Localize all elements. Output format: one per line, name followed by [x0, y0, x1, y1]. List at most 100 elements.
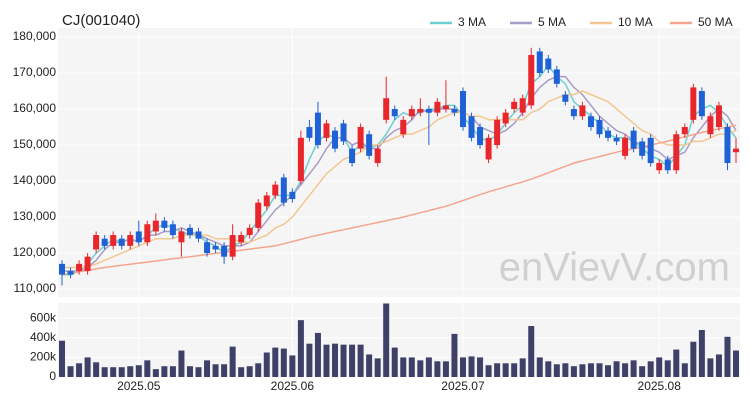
volume-bar: [238, 367, 245, 377]
candle-body: [570, 109, 577, 117]
legend-label: 50 MA: [698, 15, 733, 29]
volume-bar: [144, 360, 151, 377]
volume-bar: [511, 363, 518, 377]
candle-body: [707, 116, 714, 135]
volume-tick-label: 400k: [30, 330, 57, 344]
volume-bar: [733, 350, 739, 377]
volume-bar: [127, 366, 134, 377]
volume-bar: [67, 366, 74, 377]
candle-body: [434, 101, 441, 113]
volume-bar: [93, 362, 100, 377]
candle-body: [425, 109, 432, 113]
candle-body: [169, 224, 176, 236]
volume-bar: [562, 363, 569, 377]
candle-body: [519, 98, 526, 113]
volume-panel: [58, 303, 740, 377]
candle-body: [76, 263, 83, 272]
volume-bar: [297, 320, 304, 377]
candle-body: [553, 69, 560, 84]
volume-bar: [528, 326, 535, 377]
candle-body: [647, 137, 654, 164]
chart-title: CJ(001040): [62, 12, 140, 29]
volume-bar: [477, 357, 484, 377]
y-tick-label: 140,000: [13, 173, 57, 187]
volume-bar: [349, 344, 356, 377]
volume-bar: [323, 344, 330, 377]
volume-bar: [383, 303, 390, 377]
volume-bar: [340, 344, 347, 377]
candle-body: [451, 109, 458, 113]
x-tick-label: 2025.05: [117, 379, 161, 393]
candle-body: [733, 148, 739, 153]
candle-body: [340, 123, 347, 142]
volume-bar: [417, 360, 424, 377]
volume-bar: [545, 361, 552, 377]
volume-bar: [400, 357, 407, 377]
candle-body: [681, 127, 688, 135]
volume-bar: [289, 355, 296, 377]
candle-body: [545, 58, 552, 70]
volume-bar: [178, 350, 185, 377]
candle-body: [664, 159, 671, 171]
volume-bar: [152, 369, 159, 377]
volume-bar: [630, 360, 637, 377]
candle-body: [596, 119, 603, 135]
y-tick-label: 130,000: [13, 209, 57, 223]
volume-bar: [587, 363, 594, 377]
volume-bar: [101, 367, 108, 377]
y-tick-label: 170,000: [13, 65, 57, 79]
ma-line: [62, 90, 737, 269]
candle-body: [221, 245, 228, 257]
volume-bar: [374, 358, 381, 377]
x-tick-label: 2025.08: [638, 379, 682, 393]
volume-bar: [622, 363, 629, 377]
volume-bar: [195, 367, 202, 377]
y-tick-label: 180,000: [13, 29, 57, 43]
volume-tick-label: 600k: [30, 310, 57, 324]
volume-bar: [673, 349, 680, 377]
candle-body: [485, 137, 492, 160]
volume-bar: [519, 358, 526, 377]
volume-bar: [724, 336, 731, 377]
candle-body: [587, 116, 594, 128]
candle-body: [366, 134, 373, 156]
volume-bar: [246, 366, 253, 377]
volume-bar: [647, 361, 654, 377]
volume-bar: [434, 361, 441, 377]
candle-body: [417, 109, 424, 113]
candle-body: [349, 148, 356, 164]
volume-bar: [169, 366, 176, 377]
volume-bar: [553, 364, 560, 377]
candle-body: [152, 220, 159, 232]
volume-bar: [255, 363, 262, 377]
volume-bar: [442, 361, 449, 377]
volume-bar: [639, 366, 646, 377]
volume-bar: [272, 347, 279, 377]
volume-bar: [332, 343, 339, 377]
volume-bar: [59, 340, 65, 377]
volume-bar: [76, 363, 83, 377]
candle-body: [186, 227, 193, 236]
volume-bar: [613, 361, 620, 377]
candle-body: [511, 101, 518, 110]
candle-body: [639, 141, 646, 156]
volume-bar: [485, 365, 492, 377]
x-tick-label: 2025.07: [441, 379, 485, 393]
candle-body: [468, 116, 475, 138]
y-tick-label: 160,000: [13, 101, 57, 115]
volume-bar: [186, 366, 193, 377]
candle-body: [93, 235, 100, 250]
candle-body: [528, 55, 535, 106]
volume-bar: [221, 364, 228, 377]
volume-bar: [605, 365, 612, 377]
volume-bar: [366, 354, 373, 377]
candle-body: [127, 235, 134, 246]
volume-bar: [161, 366, 168, 377]
candle-body: [314, 112, 321, 146]
watermark: enVievV.com: [499, 246, 730, 290]
volume-bar: [425, 357, 432, 377]
candle-body: [144, 224, 151, 243]
x-tick-label: 2025.06: [271, 379, 315, 393]
volume-bar: [229, 346, 236, 377]
candle-body: [715, 105, 722, 128]
